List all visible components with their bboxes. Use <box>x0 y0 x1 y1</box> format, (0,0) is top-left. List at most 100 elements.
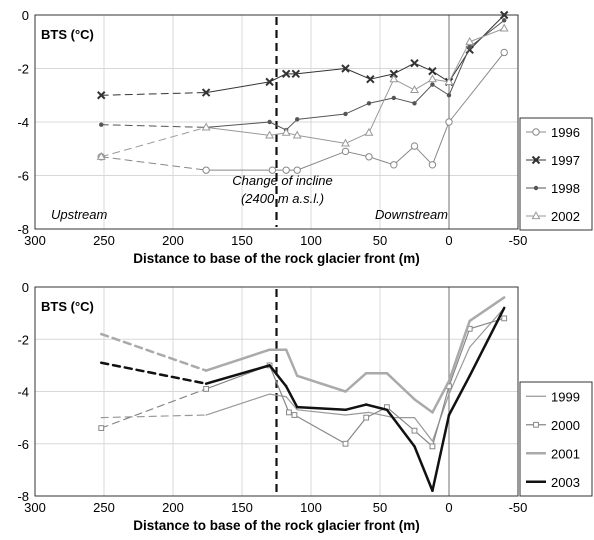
data-point <box>98 425 105 431</box>
legend-marker <box>533 185 539 191</box>
data-point <box>265 77 274 87</box>
x-tick-label: 100 <box>300 500 322 515</box>
data-point <box>97 91 106 100</box>
series-segment <box>468 306 506 378</box>
series-segment <box>204 348 271 372</box>
series-segment <box>285 396 298 411</box>
chart-panel-2: 300 250 200 150 100 50 0 -50 0 -2 -4 -6 -8 Distance t… <box>17 280 593 533</box>
y-tick-label: -6 <box>17 437 29 452</box>
series-segment <box>100 156 207 171</box>
data-point <box>282 166 290 174</box>
data-point <box>96 151 106 160</box>
legend: 1996 1997 1998 2002 <box>519 117 593 231</box>
x-tick-label: -50 <box>509 500 528 515</box>
y-tick-label: 0 <box>22 280 29 295</box>
legend-label: 2003 <box>551 475 580 490</box>
series-segment <box>296 409 347 416</box>
data-point <box>203 385 210 392</box>
x-tick-label: 300 <box>24 500 46 515</box>
legend-item: 2003 <box>526 475 580 490</box>
data-point <box>391 95 396 101</box>
data-point <box>292 130 302 139</box>
data-point <box>366 74 375 84</box>
series-segment <box>385 371 416 401</box>
y-tick-label: -4 <box>17 115 29 130</box>
series-segment <box>469 14 505 51</box>
x-axis-label: Distance to base of the rock glacier fro… <box>133 518 420 533</box>
data-point <box>365 153 373 161</box>
data-point <box>202 166 210 174</box>
series-segment <box>344 417 367 445</box>
series-segment <box>369 73 395 80</box>
series-1996 <box>97 48 508 174</box>
y-axis-label: BTS (°C) <box>41 299 94 314</box>
series-segment <box>295 405 347 412</box>
y-axis-label: BTS (°C) <box>41 27 94 42</box>
data-point <box>341 138 350 147</box>
y-tick-label: -2 <box>17 62 29 77</box>
data-point <box>341 64 350 73</box>
x-tick-label: -50 <box>509 233 528 248</box>
series-segment <box>100 414 207 419</box>
x-tick-label: 50 <box>373 233 387 248</box>
data-point <box>341 147 350 156</box>
x-tick-label: 200 <box>162 233 184 248</box>
series-segment <box>469 307 505 348</box>
legend-item: 1996 <box>526 125 580 140</box>
x-tick-label: 150 <box>231 500 253 515</box>
series-segment <box>448 41 471 83</box>
plot-frame <box>34 286 519 497</box>
data-point <box>430 82 435 87</box>
series-segment <box>414 84 433 104</box>
series-segment <box>469 27 505 43</box>
data-point <box>281 69 291 79</box>
legend-item: 1999 <box>526 389 580 404</box>
series-2001 <box>99 296 506 414</box>
legend-box <box>519 381 593 497</box>
series-segment <box>284 385 299 409</box>
series-segment <box>285 118 298 131</box>
y-tick-label: -8 <box>17 489 29 504</box>
series-segment <box>368 97 395 104</box>
series-segment <box>205 126 271 136</box>
series-segment <box>99 332 208 372</box>
x-tick-label: 300 <box>24 233 46 248</box>
legend-item: 1998 <box>526 181 580 196</box>
series-segment <box>99 361 208 385</box>
plot-frame <box>34 14 519 230</box>
series-segment <box>100 92 207 96</box>
data-point <box>295 117 300 122</box>
series-segment <box>100 124 207 128</box>
y-tick-label: 0 <box>22 8 29 23</box>
series-segment <box>431 379 451 414</box>
data-point <box>429 443 436 450</box>
data-point <box>427 74 437 83</box>
y-tick-label: -6 <box>17 169 29 184</box>
legend-label: 2000 <box>551 418 580 433</box>
series-segment <box>295 374 347 393</box>
y-tick-label: -2 <box>17 332 29 347</box>
series-segment <box>386 406 416 432</box>
series-segment <box>413 398 434 414</box>
series-segment <box>345 150 370 158</box>
data-point <box>411 427 418 434</box>
series-1997 <box>97 10 509 100</box>
series-1999 <box>100 307 505 442</box>
legend-item: 2001 <box>526 446 580 461</box>
data-point <box>342 440 349 447</box>
series-segment <box>448 346 471 395</box>
legend-marker <box>532 128 540 136</box>
series-segment <box>364 403 389 412</box>
series-segment <box>431 413 451 493</box>
annotation-downstream: Downstream <box>375 207 448 222</box>
series-2002 <box>96 23 509 160</box>
legend-item: 2002 <box>526 209 580 224</box>
series-segment <box>447 319 471 383</box>
data-point <box>286 409 292 416</box>
y-tick-label: -4 <box>17 385 29 400</box>
series-segment <box>413 417 434 442</box>
data-point <box>291 69 301 79</box>
series-segment <box>368 411 395 419</box>
series-segment <box>448 46 471 96</box>
